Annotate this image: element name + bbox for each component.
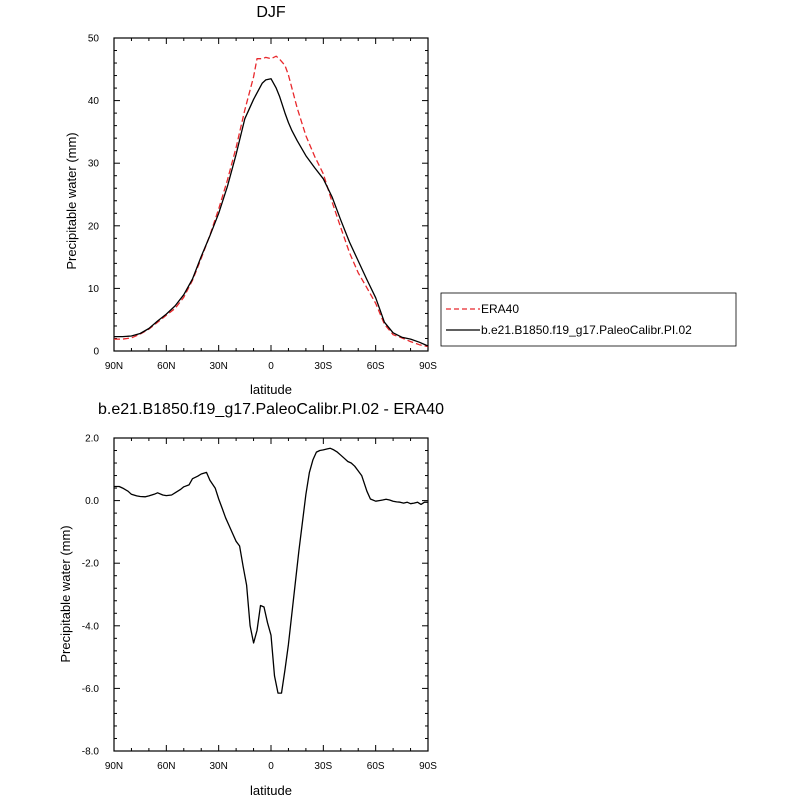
legend: ERA40 b.e21.B1850.f19_g17.PaleoCalibr.PI…: [440, 292, 737, 347]
bottom-ytick-label: -4.0: [82, 621, 100, 632]
bottom-xtick-label: 30S: [314, 761, 332, 772]
bottom-plot-frame: [113, 437, 429, 752]
top-series: [114, 55, 429, 348]
bottom-xtick-label: 90S: [419, 761, 437, 772]
legend-label-era40: ERA40: [481, 302, 519, 316]
bottom-ytick-label: -6.0: [82, 684, 100, 695]
top-xtick-label: 30S: [314, 361, 332, 372]
legend-label-model: b.e21.B1850.f19_g17.PaleoCalibr.PI.02: [481, 323, 692, 337]
bottom-panel: b.e21.B1850.f19_g17.PaleoCalibr.PI.02 - …: [58, 401, 444, 798]
top-ytick-label: 40: [88, 96, 100, 107]
bottom-series: [114, 447, 428, 694]
bottom-xtick-label: 0: [268, 761, 274, 772]
top-xtick-label: 0: [268, 361, 274, 372]
bottom-xtick-label: 90N: [105, 761, 123, 772]
bottom-ylabel: Precipitable water (mm): [58, 525, 73, 662]
bottom-xtick-label: 60S: [367, 761, 385, 772]
top-series-line-0: [114, 55, 429, 348]
top-ytick-label: 10: [88, 284, 100, 295]
bottom-ytick-label: 2.0: [85, 434, 99, 445]
top-ytick-label: 50: [88, 34, 100, 45]
bottom-ytick-label: 0.0: [85, 496, 99, 507]
top-plot-frame: [113, 37, 429, 352]
top-xtick-label: 60N: [157, 361, 175, 372]
top-ytick-label: 0: [93, 347, 99, 358]
top-xlabel: latitude: [250, 382, 292, 397]
top-xtick-label: 60S: [367, 361, 385, 372]
top-xtick-label: 90S: [419, 361, 437, 372]
top-ytick-label: 30: [88, 159, 100, 170]
top-ylabel: Precipitable water (mm): [64, 132, 79, 269]
top-ticks: 90N 60N 30N 0 30S 60S 90S 0 10 20 30 40 50: [88, 34, 437, 373]
bottom-ticks: 90N 60N 30N 0 30S 60S 90S -8.0 -6.0 -4.0 -2.0 0.0 2.…: [82, 434, 437, 773]
bottom-ytick-label: -8.0: [82, 747, 100, 758]
top-title: DJF: [256, 4, 286, 21]
bottom-xtick-label: 60N: [157, 761, 175, 772]
top-panel: DJF 90N 60N 30N 0 30S 60S 90S 0 10 20 30 40 50 latit…: [64, 4, 437, 397]
bottom-title: b.e21.B1850.f19_g17.PaleoCalibr.PI.02 - …: [98, 401, 444, 418]
top-series-line-1: [114, 78, 429, 347]
top-ytick-label: 20: [88, 221, 100, 232]
top-xtick-label: 30N: [209, 361, 227, 372]
bottom-series-line-0: [114, 447, 428, 694]
bottom-ytick-label: -2.0: [82, 559, 100, 570]
bottom-xtick-label: 30N: [209, 761, 227, 772]
top-xtick-label: 90N: [105, 361, 123, 372]
legend-box: [440, 292, 737, 347]
bottom-xlabel: latitude: [250, 783, 292, 798]
